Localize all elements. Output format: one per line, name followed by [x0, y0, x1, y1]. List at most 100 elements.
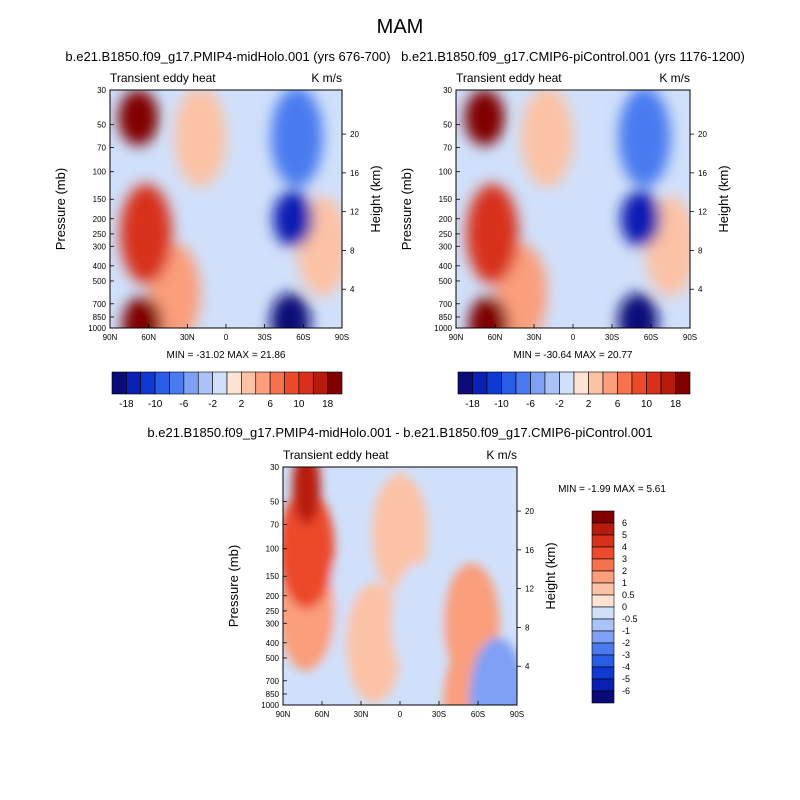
x-tick-label: 30S — [605, 333, 619, 342]
colorbar-label: 2 — [239, 399, 245, 410]
left-label: Transient eddy heat — [110, 71, 216, 85]
x-tick-label: 30N — [180, 333, 195, 342]
colorbar-label: 2 — [586, 399, 592, 410]
panel1-case-title: b.e21.B1850.f09_g17.PMIP4-midHolo.001 (y… — [65, 49, 390, 64]
colorbar-swatch — [255, 371, 271, 395]
contour-blob — [122, 296, 163, 328]
y-tick-label: 700 — [439, 300, 453, 309]
height-label: Height (km) — [543, 542, 558, 609]
y-tick-label: 200 — [93, 215, 107, 224]
min-max-stats: MIN = -30.64 MAX = 20.77 — [514, 350, 633, 361]
colorbar-swatch — [631, 371, 647, 395]
y-tick-label: 1000 — [88, 324, 106, 333]
y-tick-label: 50 — [443, 121, 452, 130]
height-tick-label: 12 — [698, 208, 707, 217]
colorbar-2: -18 -10 -6 -2 2 6 10 18 — [457, 371, 691, 410]
height-tick-label: 16 — [698, 169, 707, 178]
colorbar-label: 6 — [615, 399, 621, 410]
contour-blob — [464, 90, 505, 146]
y-tick-label: 250 — [439, 230, 453, 239]
colorbar-label: -6 — [526, 399, 535, 410]
height-tick-label: 8 — [698, 246, 703, 255]
colorbar-1: -18 -10 -6 -2 2 6 10 18 — [111, 371, 343, 410]
x-tick-label: 30S — [432, 710, 446, 719]
colorbar-label: -3 — [622, 650, 630, 660]
y-tick-label: 30 — [270, 463, 279, 472]
y-tick-label: 400 — [93, 262, 107, 271]
ylabel: Pressure (mb) — [399, 168, 414, 250]
x-tick-label: 0 — [224, 333, 229, 342]
diff-title: b.e21.B1850.f09_g17.PMIP4-midHolo.001 - … — [147, 425, 652, 440]
height-tick-label: 16 — [525, 546, 534, 555]
y-tick-label: 200 — [266, 592, 280, 601]
y-tick-label: 500 — [266, 654, 280, 663]
contour-blob — [120, 183, 173, 284]
field-blur-group — [118, 90, 342, 328]
y-tick-label: 100 — [93, 168, 107, 177]
colorbar-swatch — [197, 371, 213, 395]
x-tick-label: 30N — [527, 333, 542, 342]
contour-blob — [270, 292, 311, 328]
colorbar-label: -2 — [208, 399, 217, 410]
colorbar-label: 10 — [641, 399, 653, 410]
colorbar-swatch — [486, 371, 502, 395]
contour-blob — [118, 90, 159, 146]
height-tick-label: 20 — [698, 130, 707, 139]
colorbar-label: -2 — [555, 399, 564, 410]
colorbar-swatch — [573, 371, 589, 395]
colorbar-swatch — [591, 510, 615, 524]
colorbar-swatch — [298, 371, 314, 395]
colorbar-swatch — [591, 570, 615, 584]
y-tick-label: 70 — [443, 144, 452, 153]
units-label: K m/s — [659, 71, 690, 85]
left-label: Transient eddy heat — [283, 448, 389, 462]
height-tick-label: 20 — [350, 130, 359, 139]
colorbar-swatch — [284, 371, 300, 395]
x-tick-label: 90S — [335, 333, 349, 342]
contour-blob — [521, 90, 573, 188]
x-tick-label: 30S — [258, 333, 272, 342]
ylabel: Pressure (mb) — [226, 545, 241, 627]
colorbar-swatch — [591, 606, 615, 620]
y-tick-label: 150 — [266, 572, 280, 581]
colorbar-label: -5 — [622, 674, 630, 684]
colorbar-swatch — [591, 630, 615, 644]
contour-blob — [174, 90, 227, 188]
height-tick-label: 4 — [525, 662, 530, 671]
colorbar-swatch — [591, 522, 615, 536]
colorbar-label: -4 — [622, 662, 630, 672]
colorbar-label: -2 — [622, 638, 630, 648]
min-max-stats: MIN = -31.02 MAX = 21.86 — [167, 350, 286, 361]
height-tick-label: 16 — [350, 169, 359, 178]
colorbar-swatch — [327, 371, 343, 395]
colorbar-swatch — [591, 558, 615, 572]
colorbar-swatch — [646, 371, 662, 395]
colorbar-swatch — [591, 654, 615, 668]
min-max-stats: MIN = -1.99 MAX = 5.61 — [558, 484, 666, 495]
colorbar-swatch — [111, 371, 127, 395]
y-tick-label: 250 — [266, 607, 280, 616]
contour-blob — [270, 90, 323, 188]
y-tick-label: 1000 — [434, 324, 452, 333]
x-tick-label: 60S — [644, 333, 658, 342]
y-tick-label: 250 — [93, 230, 107, 239]
height-tick-label: 12 — [525, 585, 534, 594]
x-tick-label: 0 — [398, 710, 403, 719]
contour-blob — [620, 190, 661, 247]
colorbar-swatch — [617, 371, 633, 395]
colorbar-swatch — [591, 534, 615, 548]
colorbar-3: 6 5 4 3 2 1 0.5 0 -0.5 -1 -2 -3 -4 -5 -6 — [591, 510, 638, 704]
colorbar-swatch — [675, 371, 691, 395]
colorbar-label: -18 — [465, 399, 480, 410]
colorbar-label: -10 — [148, 399, 163, 410]
colorbar-label: 6 — [622, 518, 627, 528]
x-tick-label: 90S — [510, 710, 524, 719]
colorbar-swatch — [457, 371, 473, 395]
colorbar-swatch — [183, 371, 199, 395]
colorbar-swatch — [530, 371, 546, 395]
figure-title: MAM — [377, 16, 424, 38]
x-tick-label: 60S — [471, 710, 485, 719]
height-tick-label: 12 — [350, 208, 359, 217]
colorbar-label: -18 — [119, 399, 134, 410]
